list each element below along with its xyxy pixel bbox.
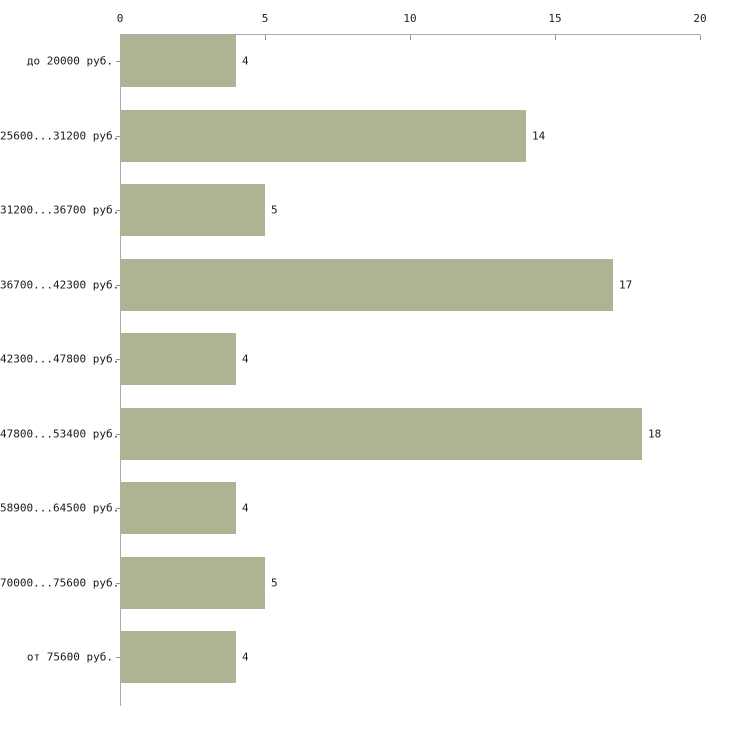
bar-value-label: 4: [242, 650, 249, 664]
bar-value-label: 14: [532, 129, 546, 142]
x-tick-label: 15: [548, 12, 562, 25]
x-axis-line: [120, 34, 700, 35]
x-tick-15: [555, 35, 556, 40]
bar: [120, 333, 236, 385]
bar-value-label: 4: [242, 352, 249, 366]
category-label: 42300...47800 руб.: [0, 352, 120, 366]
bar: [120, 184, 265, 236]
bar: [120, 631, 236, 683]
y-tick: [116, 210, 120, 211]
bar: [120, 407, 642, 460]
bar: [120, 258, 613, 311]
y-tick: [116, 359, 120, 360]
bar-value-label: 17: [619, 278, 633, 291]
x-tick-label: 0: [116, 12, 124, 25]
bar-value-label: 4: [242, 501, 249, 515]
category-label: от 75600 руб.: [26, 650, 113, 664]
category-label: до 20000 руб.: [26, 54, 113, 68]
y-tick: [116, 434, 120, 435]
x-tick-label: 5: [261, 12, 269, 25]
x-tick-20: [700, 35, 701, 40]
bar-value-label: 5: [271, 576, 278, 589]
category-label: 58900...64500 руб.: [0, 501, 120, 515]
bar: [120, 35, 236, 87]
y-tick: [116, 285, 120, 286]
x-tick-5: [265, 35, 266, 40]
category-label: 70000...75600 руб.: [0, 576, 120, 589]
bar: [120, 109, 526, 162]
category-label: 25600...31200 руб.: [0, 129, 120, 142]
x-tick-label: 10: [403, 12, 417, 25]
bar: [120, 556, 265, 609]
bar-value-label: 4: [242, 54, 249, 68]
bar: [120, 482, 236, 534]
x-tick-label: 20: [693, 12, 707, 25]
category-label: 36700...42300 руб.: [0, 278, 120, 291]
bar-value-label: 18: [648, 427, 662, 440]
y-tick: [116, 508, 120, 509]
x-tick-10: [410, 35, 411, 40]
category-label: 31200...36700 руб.: [0, 203, 120, 217]
category-label: 47800...53400 руб.: [0, 427, 120, 440]
y-tick: [116, 657, 120, 658]
y-tick: [116, 136, 120, 137]
bar-value-label: 5: [271, 203, 278, 217]
y-tick: [116, 61, 120, 62]
y-tick: [116, 583, 120, 584]
